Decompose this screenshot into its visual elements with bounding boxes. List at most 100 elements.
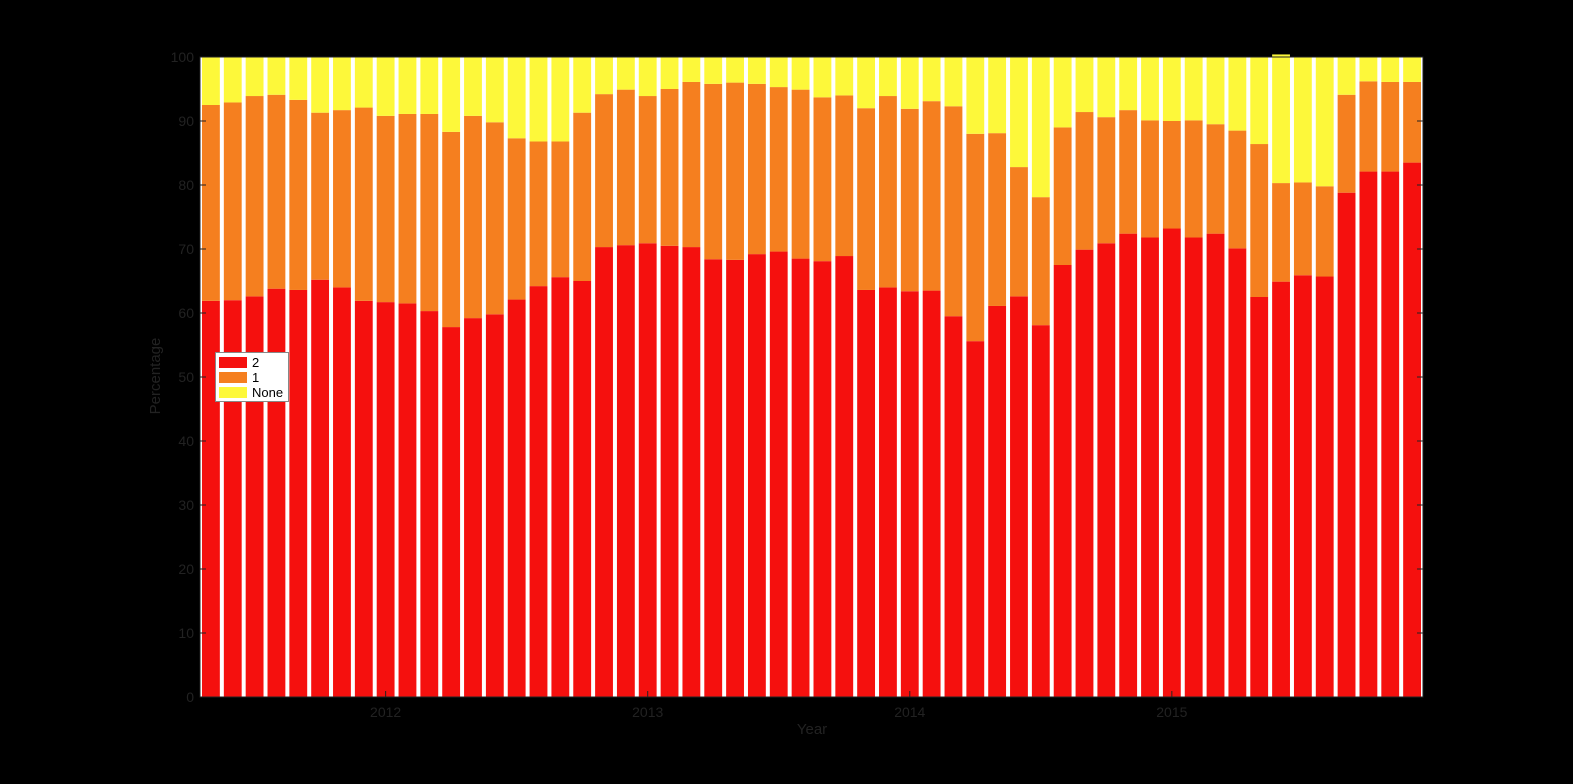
bar-segment-none bbox=[1403, 57, 1421, 82]
bar-segment-none bbox=[1141, 57, 1159, 121]
bar-segment-1 bbox=[1272, 183, 1290, 282]
bar-segment-none bbox=[660, 57, 679, 89]
bar-segment-1 bbox=[1119, 110, 1138, 234]
bar-segment-none bbox=[595, 57, 613, 95]
bar-segment-1 bbox=[1381, 81, 1400, 172]
bar-segment-2 bbox=[1337, 192, 1356, 697]
bar-segment-1 bbox=[1010, 167, 1028, 297]
y-tick-label: 80 bbox=[178, 177, 194, 193]
bar-segment-none bbox=[988, 57, 1007, 134]
legend-item-1: 1 bbox=[219, 370, 285, 385]
bar-segment-2 bbox=[791, 258, 810, 697]
bar-segment-1 bbox=[376, 115, 395, 303]
bar-segment-none bbox=[747, 57, 766, 84]
bar-segment-2 bbox=[966, 341, 985, 697]
bar-segment-1 bbox=[333, 110, 351, 288]
bar-segment-none bbox=[726, 57, 744, 83]
y-tick-label: 50 bbox=[178, 369, 194, 385]
bar-segment-2 bbox=[900, 291, 919, 697]
bar-segment-1 bbox=[813, 97, 832, 262]
bar-segment-none bbox=[1206, 57, 1225, 125]
bar-segment-1 bbox=[551, 141, 570, 278]
bar-segment-1 bbox=[420, 113, 439, 312]
bar-segment-1 bbox=[398, 113, 417, 304]
bar-segment-none bbox=[1097, 57, 1116, 118]
bar-segment-none bbox=[1053, 57, 1072, 128]
bar-segment-none bbox=[420, 57, 439, 114]
legend-swatch-2 bbox=[219, 357, 247, 368]
bar-segment-2 bbox=[551, 277, 570, 697]
legend-swatch-1 bbox=[219, 372, 247, 383]
bar-segment-1 bbox=[704, 83, 723, 260]
bar-segment-2 bbox=[354, 300, 373, 697]
bar-segment-1 bbox=[944, 106, 963, 317]
bar-segment-1 bbox=[311, 112, 330, 280]
y-tick-label: 70 bbox=[178, 241, 194, 257]
bar-segment-none bbox=[529, 57, 548, 142]
bar-segment-2 bbox=[1315, 276, 1334, 697]
bar-segment-1 bbox=[791, 89, 810, 259]
bar-segment-2 bbox=[726, 259, 744, 697]
bar-segment-1 bbox=[857, 108, 876, 290]
bar-segment-1 bbox=[529, 141, 548, 287]
bar-segment-2 bbox=[1162, 228, 1181, 697]
bar-segment-none bbox=[879, 57, 897, 97]
x-tick-label: 2014 bbox=[894, 704, 925, 720]
bar-segment-1 bbox=[202, 105, 220, 301]
bar-segment-none bbox=[1272, 54, 1290, 184]
bar-segment-none bbox=[551, 57, 570, 142]
bar-segment-none bbox=[638, 57, 657, 97]
bar-segment-2 bbox=[464, 318, 482, 697]
bar-segment-2 bbox=[333, 287, 351, 697]
legend-label: 1 bbox=[252, 370, 260, 385]
bar-segment-1 bbox=[769, 87, 788, 252]
bar-segment-2 bbox=[879, 287, 897, 697]
bar-segment-1 bbox=[354, 107, 373, 301]
bar-segment-2 bbox=[1010, 296, 1028, 697]
y-axis-title: Percentage bbox=[147, 338, 164, 415]
bars-group bbox=[202, 54, 1421, 698]
bar-segment-none bbox=[245, 57, 264, 97]
bar-segment-none bbox=[1184, 57, 1203, 121]
bar-segment-2 bbox=[1250, 297, 1269, 697]
bar-segment-2 bbox=[267, 288, 286, 697]
bar-segment-1 bbox=[988, 133, 1007, 306]
bar-segment-2 bbox=[682, 247, 701, 697]
bar-segment-none bbox=[1010, 57, 1028, 168]
y-tick-label: 20 bbox=[178, 561, 194, 577]
axes-group: 0 10 20 30 40 50 60 70 80 90 100 2012 2013 2014 2015 bbox=[171, 49, 1424, 720]
bar-segment-1 bbox=[1403, 81, 1421, 163]
y-tick-label: 100 bbox=[171, 49, 195, 65]
bar-segment-1 bbox=[507, 138, 526, 300]
bar-segment-1 bbox=[660, 89, 679, 246]
bar-segment-2 bbox=[1031, 325, 1050, 697]
x-tick-label: 2015 bbox=[1156, 704, 1187, 720]
bar-segment-1 bbox=[1250, 144, 1269, 297]
bar-segment-none bbox=[311, 57, 330, 113]
bar-segment-1 bbox=[442, 131, 461, 328]
bar-segment-none bbox=[507, 57, 526, 139]
bar-segment-none bbox=[223, 57, 242, 103]
bar-segment-2 bbox=[1403, 162, 1421, 698]
y-tick-label: 0 bbox=[186, 689, 194, 705]
bar-segment-none bbox=[682, 57, 701, 82]
bar-segment-none bbox=[769, 57, 788, 88]
bar-segment-1 bbox=[1162, 121, 1181, 229]
y-tick-label: 10 bbox=[178, 625, 194, 641]
bar-segment-none bbox=[704, 57, 723, 84]
bar-segment-2 bbox=[660, 245, 679, 698]
bar-segment-none bbox=[398, 57, 417, 114]
bar-segment-1 bbox=[1031, 197, 1050, 326]
bar-segment-1 bbox=[922, 101, 941, 291]
bar-segment-2 bbox=[704, 259, 723, 697]
bar-segment-1 bbox=[1097, 117, 1116, 244]
bar-segment-1 bbox=[1228, 130, 1247, 249]
bar-segment-2 bbox=[1359, 171, 1378, 697]
bar-segment-none bbox=[202, 57, 220, 105]
y-tick-label: 40 bbox=[178, 433, 194, 449]
bar-segment-none bbox=[922, 57, 941, 102]
bar-segment-2 bbox=[988, 305, 1007, 697]
bar-segment-none bbox=[1359, 57, 1378, 82]
bar-segment-1 bbox=[682, 81, 701, 248]
